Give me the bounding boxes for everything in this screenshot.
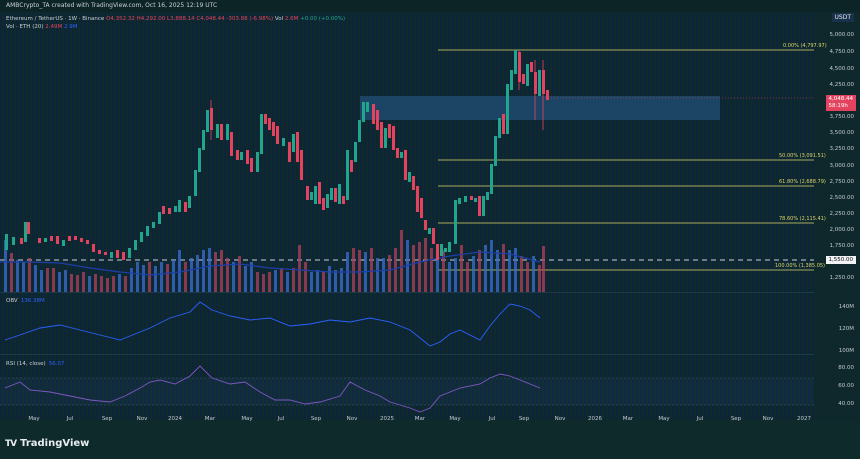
- time-tick: Jul: [696, 416, 704, 422]
- rsi-legend[interactable]: RSI (14, close) 56.07: [6, 361, 64, 367]
- time-tick: 2024: [168, 416, 182, 422]
- price-tick: 4,750.00: [829, 49, 855, 55]
- time-tick: Sep: [730, 416, 742, 422]
- brand-name: TradingView: [20, 438, 90, 449]
- price-tick: 1,250.00: [829, 275, 855, 281]
- price-tick: 2,250.00: [829, 211, 855, 217]
- current-price: 4,048.44: [828, 96, 854, 102]
- symbol-legend[interactable]: Ethereum / TetherUS · 1W · Binance O4,35…: [6, 15, 345, 31]
- time-tick: Nov: [136, 416, 148, 422]
- price-tick: 3,000.00: [829, 163, 855, 169]
- price-tick: 2,750.00: [829, 179, 855, 185]
- volume-label: Vol: [274, 16, 284, 22]
- price-tick: 5,000.00: [829, 32, 855, 38]
- tradingview-brand[interactable]: TV TradingView: [5, 438, 89, 449]
- ohlc-open: O4,352.32: [106, 16, 135, 22]
- volume-extra: +0.00 (+0.00%): [300, 16, 346, 22]
- time-tick: Nov: [346, 416, 358, 422]
- volume-ma-label[interactable]: Vol · ETH (20): [6, 24, 44, 30]
- time-tick: Jul: [488, 416, 496, 422]
- obv-tick: 140M: [838, 304, 854, 310]
- time-tick: Sep: [518, 416, 530, 422]
- rsi-label: RSI (14, close): [6, 361, 46, 367]
- obv-label: OBV: [6, 298, 18, 304]
- fib-label-100: 100.00% (1,385.05): [775, 263, 826, 269]
- time-tick: May: [28, 416, 40, 422]
- time-tick: May: [658, 416, 670, 422]
- time-tick: Nov: [554, 416, 566, 422]
- time-tick: Jul: [66, 416, 74, 422]
- price-tick: 4,500.00: [829, 66, 855, 72]
- price-tick: 4,250.00: [829, 82, 855, 88]
- chart-background: [0, 0, 860, 420]
- ohlc-low: L3,888.14: [167, 16, 195, 22]
- time-tick: Mar: [414, 416, 426, 422]
- price-tick: 3,500.00: [829, 130, 855, 136]
- time-tick: 2026: [588, 416, 602, 422]
- price-tick: 2,500.00: [829, 195, 855, 201]
- fib-label-618: 61.80% (2,688.79): [779, 179, 826, 185]
- time-tick: Nov: [762, 416, 774, 422]
- currency-label[interactable]: USDT: [831, 13, 854, 22]
- time-tick: Mar: [204, 416, 216, 422]
- fib-label-50: 50.00% (3,091.51): [779, 153, 826, 159]
- fib-label-786: 78.60% (2,115.41): [779, 216, 826, 222]
- ohlc-change: -303.88 (-6.98%): [226, 16, 274, 22]
- obv-tick: 120M: [838, 326, 854, 332]
- rsi-tick: 60.00: [838, 383, 854, 389]
- fib-label-0: 0.00% (4,797.97): [783, 43, 827, 49]
- price-tick: 3,250.00: [829, 146, 855, 152]
- time-tick: 2027: [797, 416, 811, 422]
- time-axis[interactable]: May Jul Sep Nov 2024 Mar May Jul Sep Nov…: [0, 414, 814, 426]
- time-tick: May: [241, 416, 253, 422]
- ohlc-high: H4,292.00: [136, 16, 166, 22]
- current-price-tag: 4,048.44 58:19h: [825, 95, 856, 111]
- tradingview-logo-icon: TV: [5, 438, 17, 449]
- volume-ma-value-1: 2.49M: [45, 24, 63, 30]
- time-tick: Sep: [310, 416, 322, 422]
- obv-tick: 100M: [838, 348, 854, 354]
- price-tick: 3,750.00: [829, 114, 855, 120]
- obv-legend[interactable]: OBV 136.38M: [6, 298, 45, 304]
- supply-zone: [360, 96, 720, 120]
- time-tick: Jul: [277, 416, 285, 422]
- top-bar: AMBCrypto_TA created with TradingView.co…: [0, 0, 860, 12]
- symbol-name[interactable]: Ethereum / TetherUS · 1W · Binance: [6, 16, 105, 22]
- time-tick: May: [449, 416, 461, 422]
- price-tick: 2,000.00: [829, 227, 855, 233]
- bar-countdown: 58:19h: [828, 103, 848, 109]
- chart-credit: AMBCrypto_TA created with TradingView.co…: [6, 2, 218, 9]
- obv-value: 136.38M: [20, 298, 45, 304]
- volume-ma-value-2: 2.9M: [63, 24, 78, 30]
- time-tick: Mar: [622, 416, 634, 422]
- time-tick: 2025: [380, 416, 394, 422]
- rsi-value: 56.07: [48, 361, 65, 367]
- ohlc-close: C4,048.44: [196, 16, 225, 22]
- time-tick: Sep: [101, 416, 113, 422]
- rsi-tick: 40.00: [838, 401, 854, 407]
- price-axis[interactable]: USDT 5,000.00 4,750.00 4,500.00 4,250.00…: [814, 0, 860, 420]
- price-tick: 1,750.00: [829, 243, 855, 249]
- volume-value: 2.6M: [284, 16, 299, 22]
- marked-level-tag: 1,550.00: [825, 256, 856, 264]
- rsi-tick: 80.00: [838, 365, 854, 371]
